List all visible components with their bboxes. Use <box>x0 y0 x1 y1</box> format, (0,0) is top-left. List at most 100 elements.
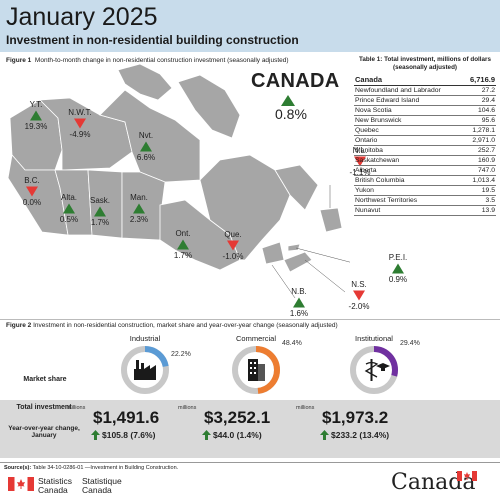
page-subtitle: Investment in non-residential building c… <box>6 33 299 47</box>
map-region-pei <box>287 243 301 252</box>
province-name: N.W.T. <box>68 108 92 117</box>
table-row: British Columbia 1,013.4 <box>354 176 496 186</box>
figure1-label: Figure 1 <box>6 57 32 64</box>
table-row-name: British Columbia <box>355 177 405 184</box>
market-share-donut <box>350 346 398 394</box>
province-name: Sask. <box>89 196 110 205</box>
table1-header-name: Canada <box>355 75 383 84</box>
province-label: Sask. 1.7% <box>80 196 120 227</box>
province-label: Nvt. 6.6% <box>126 131 166 162</box>
province-value: -1.0% <box>222 252 244 261</box>
down-arrow-icon <box>26 186 38 197</box>
table-row-value: 27.2 <box>481 87 495 94</box>
donut-slice <box>121 346 169 394</box>
map-region-labrador <box>274 164 319 211</box>
table-row-name: Yukon <box>355 187 374 194</box>
agency-name-en: Statistics Canada <box>38 477 72 495</box>
table-row: Manitoba 252.7 <box>354 146 496 156</box>
up-arrow-icon <box>133 203 145 214</box>
province-label: Ont. 1.7% <box>163 229 203 260</box>
sector-name: Commercial <box>235 334 276 343</box>
source-label: Source(s): <box>4 465 32 471</box>
factory-icon <box>134 360 156 380</box>
table-row-value: 19.5 <box>481 187 495 194</box>
province-name: Man. <box>130 193 148 202</box>
agency-name-fr: Statistique Canada <box>82 477 122 495</box>
figure2-label: Figure 2 <box>6 322 32 329</box>
up-arrow-icon <box>293 297 305 308</box>
table1-label: Table 1 <box>358 56 381 63</box>
province-value: -1.1% <box>349 168 371 177</box>
up-arrow-icon <box>140 141 152 152</box>
province-name: B.C. <box>24 176 40 185</box>
yoy-change-value: $105.8 (7.6%) <box>102 430 156 440</box>
source-note: Source(s): Table 34-10-0286-01 —Investme… <box>4 465 178 471</box>
figure2-title: Figure 2 Investment in non-residential c… <box>6 322 338 329</box>
province-name: Que. <box>224 230 242 239</box>
market-share-donut <box>232 346 280 394</box>
table-row-value: 1,278.1 <box>472 127 495 134</box>
table-row: New Brunswick 95.6 <box>354 116 496 126</box>
canada-map <box>7 63 350 299</box>
province-label: N.B. 1.6% <box>279 287 319 318</box>
figure2-caption: Investment in non-residential constructi… <box>33 322 338 329</box>
down-arrow-icon <box>353 290 365 301</box>
map-region-ontario <box>159 199 241 271</box>
province-name: N.B. <box>291 287 307 296</box>
millions-label: millions <box>67 405 86 411</box>
map-region-quebec <box>199 154 291 261</box>
table-row-value: 252.7 <box>477 147 495 154</box>
province-name: N.S. <box>351 280 367 289</box>
table-row: Ontario 2,971.0 <box>354 136 496 146</box>
province-value: 1.6% <box>289 309 309 318</box>
market-share-value: 48.4% <box>282 340 302 347</box>
sector-name: Institutional <box>355 334 393 343</box>
province-value: 1.7% <box>173 251 193 260</box>
table-row-name: New Brunswick <box>355 117 402 124</box>
up-arrow-icon <box>94 206 106 217</box>
callout-line-ns <box>304 259 346 293</box>
millions-label: millions <box>178 405 197 411</box>
donut-slice <box>232 346 280 394</box>
millions-label: millions <box>296 405 315 411</box>
footer-divider <box>0 462 500 463</box>
agency-fr-line1: Statistique <box>82 476 122 486</box>
yoy-change-value: $44.0 (1.4%) <box>213 430 262 440</box>
figure-divider <box>0 319 500 320</box>
province-label: Que. -1.0% <box>213 230 253 261</box>
table1-rows: Newfoundland and Labrador 27.2 Prince Edwa… <box>354 86 496 216</box>
table-row-value: 95.6 <box>481 117 495 124</box>
table-row-value: 104.6 <box>477 107 495 114</box>
market-share-value: 29.4% <box>400 340 420 347</box>
callout-line-nb <box>271 264 296 299</box>
province-value: -2.0% <box>348 302 370 311</box>
province-value: 0.5% <box>59 215 79 224</box>
province-name: Y.T. <box>29 100 43 109</box>
map-region-arctic-islands <box>117 63 173 101</box>
province-value: 1.7% <box>90 218 110 227</box>
table-row: Yukon 19.5 <box>354 186 496 196</box>
table-row-name: Northwest Territories <box>355 197 418 204</box>
up-arrow-icon <box>177 239 189 250</box>
map-region-newfoundland <box>319 207 343 233</box>
agency-fr-line2: Canada <box>82 485 112 495</box>
canada-label: CANADA <box>251 70 340 92</box>
table-row: Quebec 1,278.1 <box>354 126 496 136</box>
callout-line-pei <box>295 247 350 263</box>
up-arrow-icon <box>30 110 42 121</box>
province-label: N.S. -2.0% <box>339 280 379 311</box>
down-arrow-icon <box>74 118 86 129</box>
province-value: 2.3% <box>129 215 149 224</box>
province-label: Alta. 0.5% <box>49 193 89 224</box>
province-label: Man. 2.3% <box>119 193 159 224</box>
province-value: 0.9% <box>388 275 408 284</box>
table-row-name: Ontario <box>355 137 378 144</box>
table-row-name: Alberta <box>355 167 377 174</box>
table-row-value: 13.9 <box>481 207 495 214</box>
figure1-caption: Month-to-month change in non-residential… <box>34 57 289 64</box>
table-row: Alberta 747.0 <box>354 166 496 176</box>
table1-caption: Total investment, millions of dollars (s… <box>384 56 492 71</box>
table-row-value: 2,971.0 <box>472 137 495 144</box>
office-building-icon <box>248 359 265 381</box>
table-row-name: Saskatchewan <box>355 157 400 164</box>
